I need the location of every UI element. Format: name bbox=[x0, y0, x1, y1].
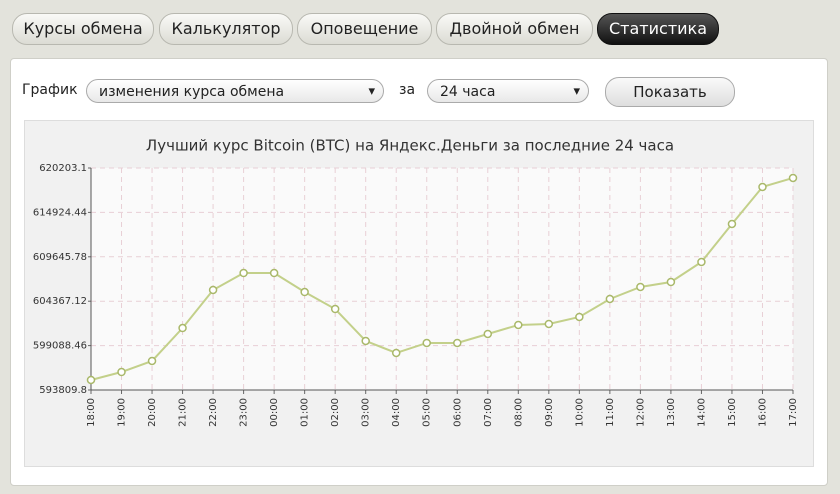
point bbox=[391, 348, 401, 358]
tab[interactable]: Калькулятор bbox=[159, 13, 293, 45]
point bbox=[86, 375, 96, 385]
plot-area bbox=[91, 168, 793, 390]
point bbox=[239, 268, 248, 278]
point bbox=[178, 323, 187, 333]
point bbox=[147, 356, 157, 366]
point bbox=[422, 338, 431, 348]
x-tick-label: 17:00 bbox=[788, 398, 799, 427]
x-tick-label: 19:00 bbox=[117, 398, 128, 427]
x-tick-label: 13:00 bbox=[666, 398, 677, 427]
x-tick-label: 00:00 bbox=[269, 398, 280, 427]
point bbox=[636, 282, 645, 292]
point bbox=[269, 268, 279, 278]
tab[interactable]: Двойной обмен bbox=[436, 13, 593, 45]
x-tick-label: 05:00 bbox=[422, 398, 433, 427]
x-tick-label: 11:00 bbox=[605, 398, 616, 427]
y-tick-label: 599088.46 bbox=[33, 341, 87, 352]
x-tick-label: 01:00 bbox=[300, 398, 311, 427]
point bbox=[361, 336, 370, 346]
point bbox=[514, 320, 523, 330]
select[interactable]: 24 часа bbox=[427, 79, 589, 104]
point bbox=[605, 294, 615, 304]
x-tick-label: 07:00 bbox=[483, 398, 494, 427]
point bbox=[453, 338, 462, 348]
x-tick-label: 10:00 bbox=[574, 398, 585, 427]
point bbox=[330, 304, 340, 314]
point bbox=[483, 329, 493, 339]
point bbox=[575, 312, 584, 322]
point bbox=[758, 182, 767, 192]
line bbox=[90, 176, 794, 381]
select[interactable]: изменения курса обмена bbox=[86, 79, 384, 104]
x-tick-label: 12:00 bbox=[635, 398, 646, 427]
button[interactable]: Показать bbox=[605, 77, 735, 107]
y-tick-label: 593809.8 bbox=[39, 385, 87, 396]
form-label: за bbox=[399, 82, 416, 98]
x-tick-label: 14:00 bbox=[696, 398, 707, 427]
point bbox=[697, 257, 706, 267]
x-tick-label: 21:00 bbox=[178, 398, 189, 427]
form-label: График bbox=[22, 82, 78, 98]
y-tick-label: 620203.1 bbox=[39, 163, 87, 174]
x-tick-label: 22:00 bbox=[208, 398, 219, 427]
y-tick-label: 609645.78 bbox=[33, 252, 87, 263]
x-tick-label: 02:00 bbox=[330, 398, 341, 427]
x-tick-label: 20:00 bbox=[147, 398, 158, 427]
x-tick-label: 15:00 bbox=[727, 398, 738, 427]
x-tick-label: 06:00 bbox=[452, 398, 463, 427]
x-tick-label: 18:00 bbox=[86, 398, 97, 427]
y-tick-label: 614924.44 bbox=[33, 207, 87, 218]
y-tick-label: 604367.12 bbox=[33, 296, 87, 307]
tab[interactable]: Оповещение bbox=[297, 13, 432, 45]
x-tick-label: 16:00 bbox=[757, 398, 768, 427]
x-tick-label: 08:00 bbox=[513, 398, 524, 427]
point bbox=[208, 285, 218, 295]
chart-title: Лучший курс Bitcoin (BTC) на Яндекс.День… bbox=[146, 137, 674, 155]
x-tick-label: 09:00 bbox=[544, 398, 555, 427]
point bbox=[727, 219, 737, 229]
x-tick-label: 04:00 bbox=[391, 398, 402, 427]
tab-active[interactable]: Статистика bbox=[597, 13, 719, 45]
point bbox=[788, 173, 798, 183]
x-tick-label: 03:00 bbox=[361, 398, 372, 427]
x-tick-label: 23:00 bbox=[239, 398, 250, 427]
point bbox=[666, 277, 676, 287]
tab[interactable]: Курсы обмена bbox=[12, 13, 154, 45]
point bbox=[300, 287, 309, 297]
point bbox=[544, 319, 554, 329]
point bbox=[117, 367, 126, 377]
